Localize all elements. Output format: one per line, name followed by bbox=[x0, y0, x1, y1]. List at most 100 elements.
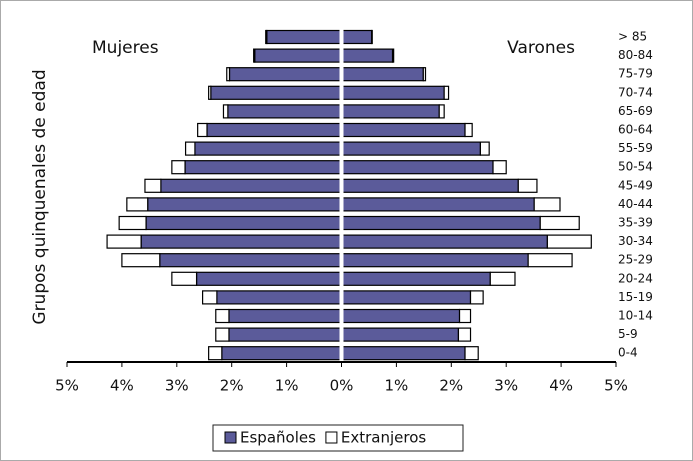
bar bbox=[546, 234, 592, 249]
bar bbox=[539, 215, 580, 231]
bar bbox=[340, 104, 440, 119]
category-label: 5-9 bbox=[618, 327, 638, 341]
category-label: > 85 bbox=[618, 30, 647, 44]
bar bbox=[340, 308, 461, 324]
bar bbox=[391, 48, 395, 63]
bar bbox=[479, 141, 490, 156]
x-tick-label: 1% bbox=[385, 377, 409, 395]
x-tick-label: 5% bbox=[55, 377, 79, 395]
bar bbox=[464, 346, 479, 361]
bar bbox=[221, 346, 343, 361]
bar bbox=[492, 160, 507, 175]
bar bbox=[106, 234, 142, 249]
x-tick-label: 0% bbox=[330, 377, 354, 395]
x-tick-label: 4% bbox=[549, 377, 573, 395]
bar bbox=[171, 160, 186, 175]
bar bbox=[438, 104, 445, 119]
bar bbox=[469, 290, 484, 305]
x-tick-label: 2% bbox=[220, 377, 244, 395]
bar bbox=[443, 85, 450, 100]
x-tick-label: 3% bbox=[165, 377, 189, 395]
category-label: 55-59 bbox=[618, 141, 653, 155]
bar bbox=[184, 160, 343, 175]
bar bbox=[340, 290, 472, 305]
bar bbox=[194, 141, 343, 156]
side-label: Varones bbox=[507, 38, 575, 58]
bar bbox=[159, 253, 343, 268]
x-tick-label: 5% bbox=[604, 377, 628, 395]
category-label: 45-49 bbox=[618, 178, 653, 192]
bar bbox=[226, 67, 231, 82]
category-label: 30-34 bbox=[618, 234, 653, 248]
bar bbox=[340, 48, 394, 63]
category-label: 15-19 bbox=[618, 290, 653, 304]
bar bbox=[208, 85, 212, 100]
bar bbox=[340, 327, 460, 342]
bar bbox=[340, 271, 491, 286]
bar bbox=[210, 85, 343, 100]
bar bbox=[147, 197, 343, 212]
bar bbox=[340, 197, 535, 212]
bar bbox=[228, 308, 343, 324]
legend-label: Extranjeros bbox=[341, 429, 427, 447]
legend-swatch bbox=[325, 431, 338, 444]
bar bbox=[145, 215, 343, 231]
bar bbox=[171, 271, 198, 286]
legend-label: Españoles bbox=[240, 429, 316, 447]
bar bbox=[489, 271, 516, 286]
bar bbox=[340, 215, 541, 231]
bar bbox=[340, 234, 548, 249]
bar bbox=[118, 215, 147, 231]
bar bbox=[340, 346, 466, 361]
side-label: Mujeres bbox=[92, 38, 159, 58]
category-label: 20-24 bbox=[618, 271, 653, 285]
bar bbox=[527, 253, 573, 268]
x-tick-label: 3% bbox=[494, 377, 518, 395]
category-label: 10-14 bbox=[618, 309, 653, 323]
bar bbox=[458, 308, 472, 324]
bar bbox=[457, 327, 472, 342]
legend-box bbox=[212, 424, 464, 452]
bar bbox=[206, 122, 343, 138]
x-tick-label: 4% bbox=[110, 377, 134, 395]
bar bbox=[216, 290, 343, 305]
bar bbox=[227, 104, 343, 119]
bar bbox=[371, 29, 373, 45]
bar bbox=[265, 29, 268, 45]
bar bbox=[266, 29, 343, 45]
bar bbox=[340, 141, 481, 156]
bar bbox=[144, 178, 162, 193]
bar bbox=[228, 327, 343, 342]
bar bbox=[184, 141, 196, 156]
x-tick-label: 1% bbox=[275, 377, 299, 395]
bar bbox=[195, 271, 343, 286]
bar bbox=[228, 67, 343, 82]
bar bbox=[340, 29, 373, 45]
bar bbox=[126, 197, 149, 212]
bar bbox=[140, 234, 343, 249]
category-label: 40-44 bbox=[618, 197, 653, 211]
bar bbox=[422, 67, 427, 82]
bar bbox=[121, 253, 161, 268]
bar bbox=[533, 197, 561, 212]
bar bbox=[202, 290, 218, 305]
bar bbox=[517, 178, 538, 193]
bar bbox=[208, 346, 223, 361]
category-label: 70-74 bbox=[618, 85, 653, 99]
category-label: 65-69 bbox=[618, 104, 653, 118]
category-label: 50-54 bbox=[618, 160, 653, 174]
x-tick-label: 2% bbox=[439, 377, 463, 395]
category-label: 25-29 bbox=[618, 253, 653, 267]
category-label: 75-79 bbox=[618, 67, 653, 81]
y-axis-label: Grupos quinquenales de edad bbox=[30, 69, 50, 324]
category-label: 0-4 bbox=[618, 346, 638, 360]
category-label: 80-84 bbox=[618, 48, 653, 62]
bar bbox=[340, 122, 466, 138]
bar bbox=[197, 122, 208, 138]
bar bbox=[215, 327, 230, 342]
bar bbox=[464, 122, 473, 138]
bar bbox=[254, 48, 343, 63]
bar bbox=[340, 160, 494, 175]
bar bbox=[340, 85, 445, 100]
